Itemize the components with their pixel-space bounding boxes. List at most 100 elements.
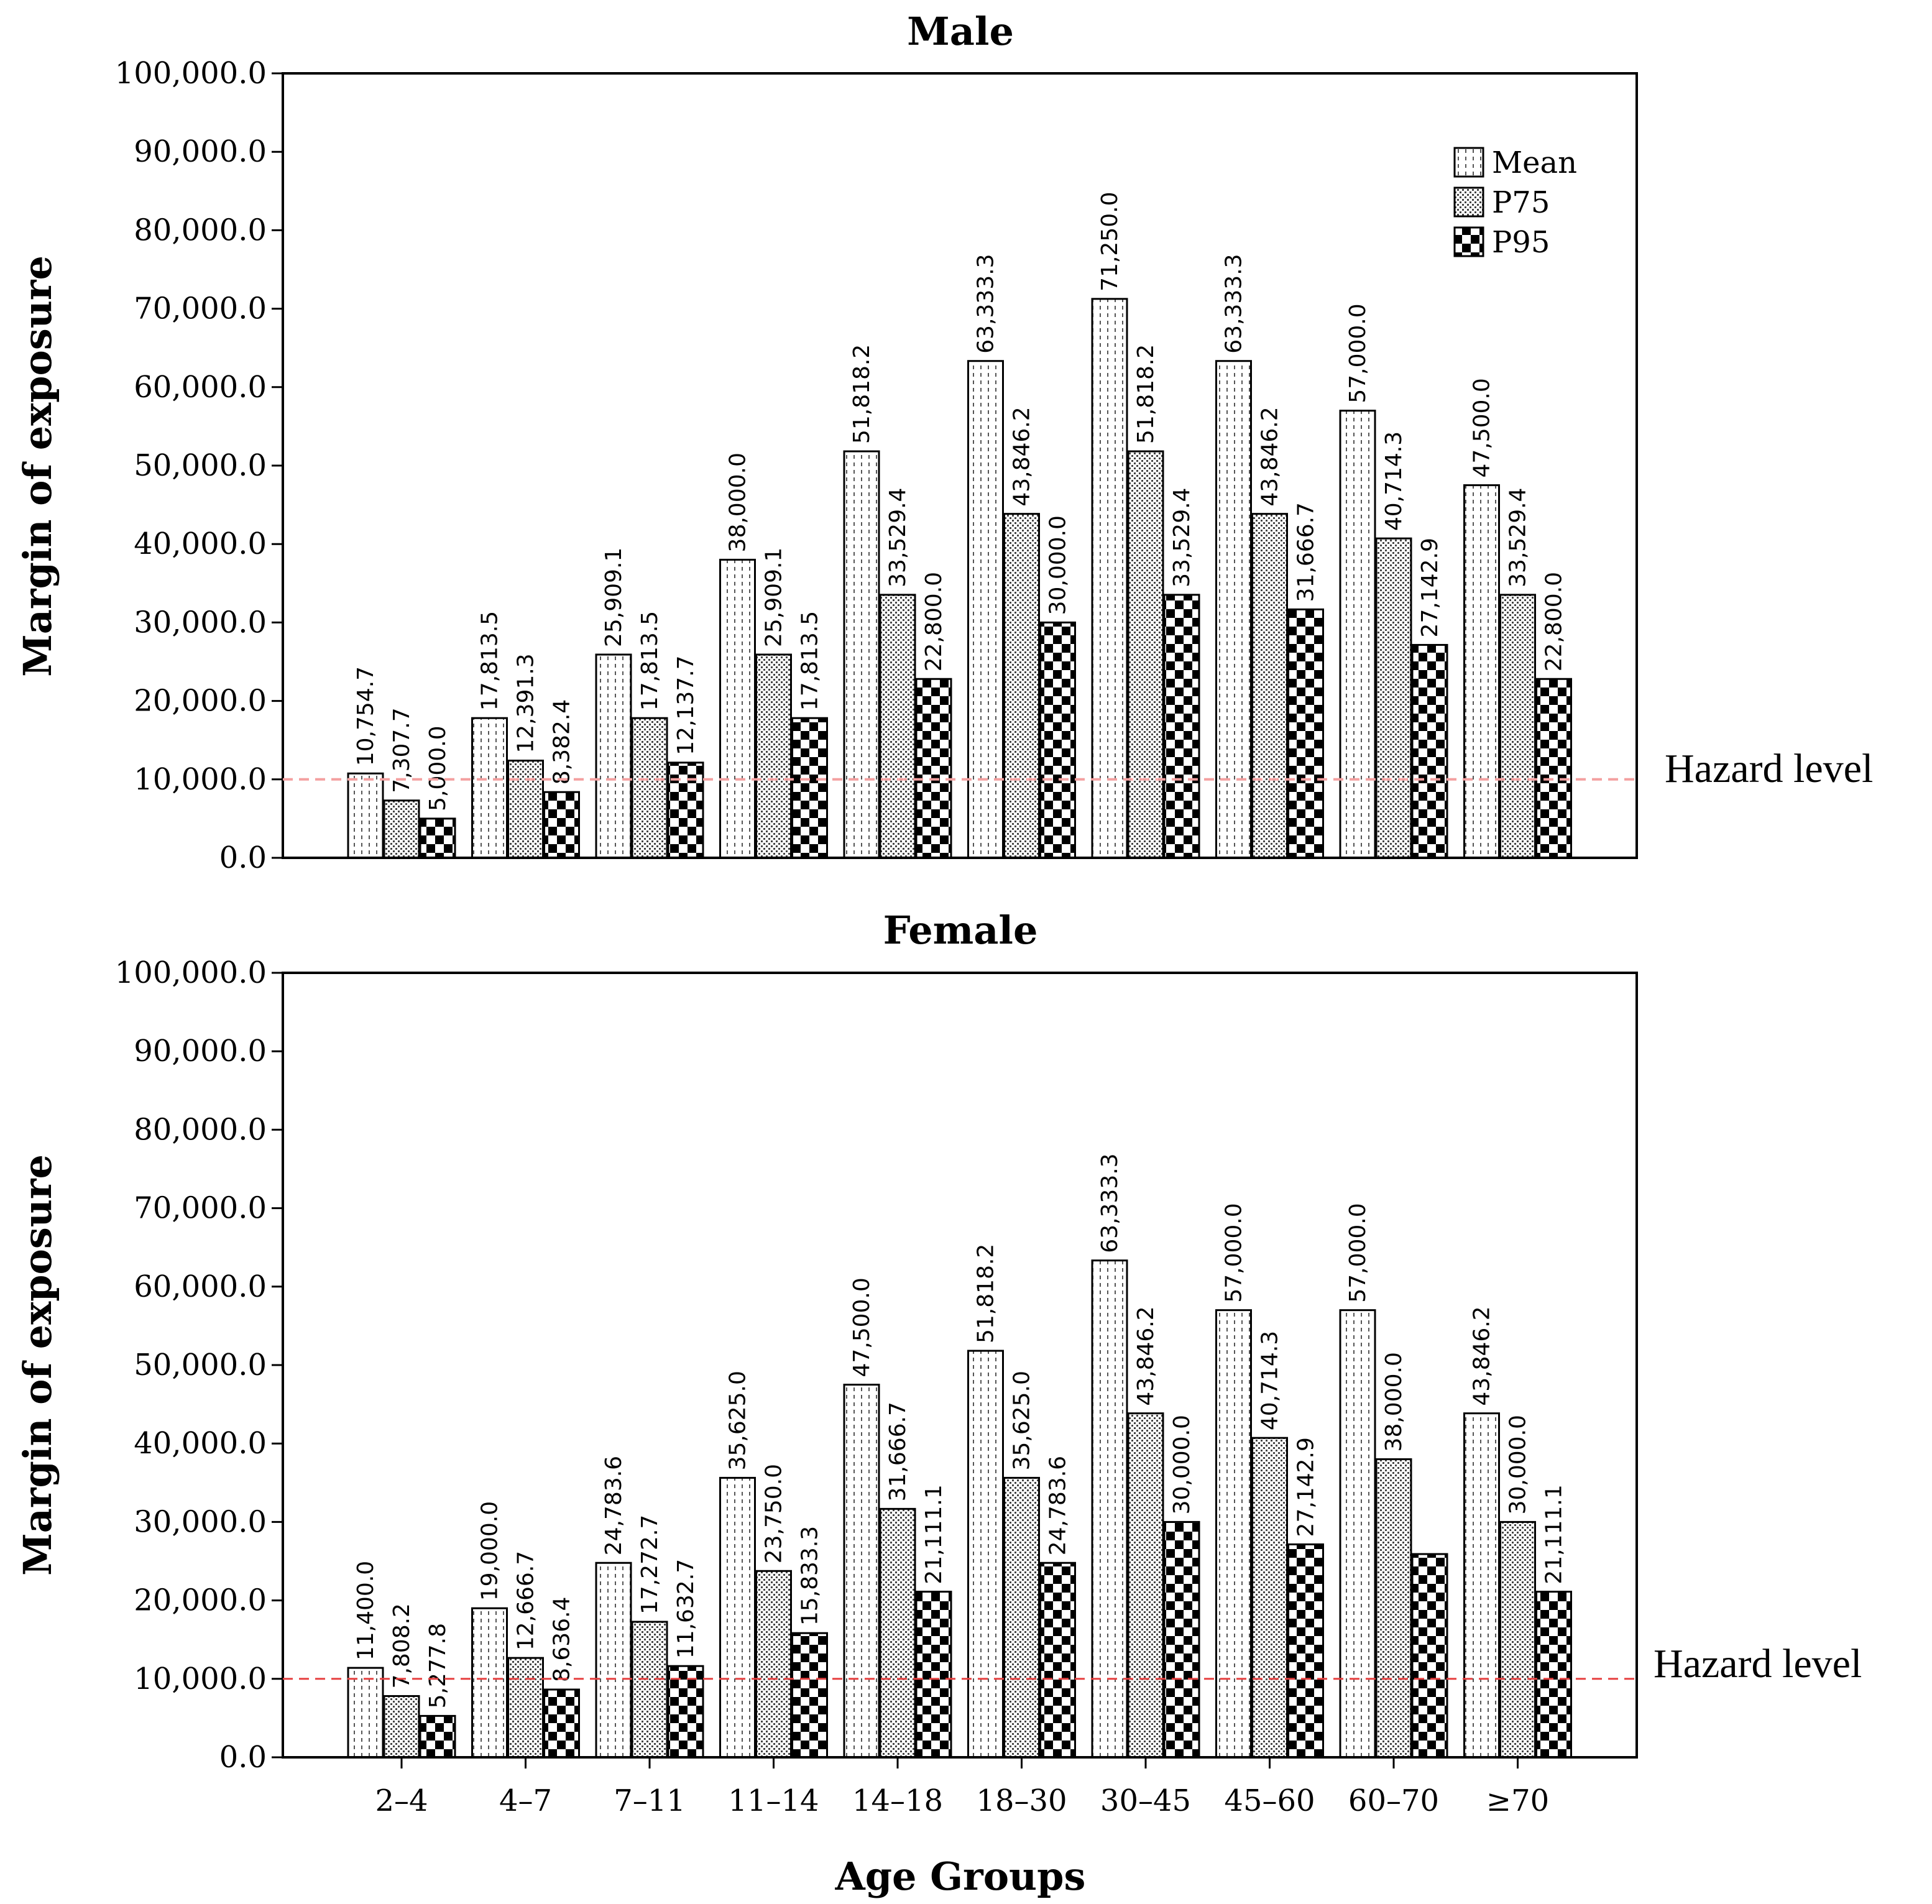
legend-swatch-p95 bbox=[1453, 226, 1484, 257]
bar-value-label: 19,000.0 bbox=[477, 1501, 503, 1601]
chart-title-male: Male bbox=[907, 9, 1014, 54]
bar-p75 bbox=[1499, 594, 1536, 859]
bar-value-label: 51,818.2 bbox=[973, 1244, 999, 1343]
x-axis-label: Age Groups bbox=[835, 1854, 1086, 1899]
bar-value-label: 57,000.0 bbox=[1345, 1203, 1371, 1302]
x-tick-label: ≥70 bbox=[1486, 1783, 1549, 1818]
y-tick-label: 50,000.0 bbox=[134, 1348, 267, 1382]
bar-value-label: 24,783.6 bbox=[1046, 1456, 1071, 1555]
hazard-label-male: Hazard level bbox=[1665, 746, 1873, 791]
bar-p75 bbox=[1251, 1437, 1288, 1759]
bar-value-label: 43,846.2 bbox=[1470, 1306, 1495, 1405]
y-tick-label: 10,000.0 bbox=[134, 1662, 267, 1696]
bar-p95 bbox=[419, 1714, 456, 1759]
y-tick-label: 60,000.0 bbox=[134, 1269, 267, 1304]
bar-p75 bbox=[1375, 537, 1412, 859]
legend-swatch-mean bbox=[1453, 147, 1484, 178]
bar-p75 bbox=[507, 760, 544, 859]
bar-mean bbox=[1091, 298, 1128, 859]
legend-label-p75: P75 bbox=[1492, 185, 1550, 220]
y-tick-label: 40,000.0 bbox=[134, 527, 267, 561]
bar-p75 bbox=[755, 1570, 792, 1759]
y-tick-label: 20,000.0 bbox=[134, 1583, 267, 1618]
bar-p95 bbox=[915, 1591, 952, 1759]
bar-value-label: 47,500.0 bbox=[849, 1277, 875, 1377]
bar-value-label: 51,818.2 bbox=[1133, 344, 1159, 444]
bar-mean bbox=[1215, 1309, 1252, 1759]
bar-value-label: 57,000.0 bbox=[1221, 1203, 1247, 1302]
legend: Mean P75 P95 bbox=[1453, 145, 1577, 260]
y-tick-label: 90,000.0 bbox=[134, 1034, 267, 1069]
bar-value-label: 71,250.0 bbox=[1097, 192, 1123, 292]
hazard-label-female: Hazard level bbox=[1654, 1641, 1862, 1686]
y-tick-label: 30,000.0 bbox=[134, 1504, 267, 1539]
bar-p75 bbox=[631, 717, 668, 859]
y-tick-label: 50,000.0 bbox=[134, 448, 267, 483]
bar-value-label: 12,391.3 bbox=[513, 653, 539, 753]
bar-p75 bbox=[1003, 1476, 1040, 1759]
legend-label-mean: Mean bbox=[1492, 145, 1577, 180]
bar-p95 bbox=[1535, 1591, 1572, 1759]
y-tick-label: 10,000.0 bbox=[134, 762, 267, 797]
bar-mean bbox=[1215, 360, 1252, 859]
bar-p75 bbox=[1499, 1520, 1536, 1759]
bar-value-label: 38,000.0 bbox=[1381, 1352, 1407, 1451]
x-tick-label: 60–70 bbox=[1348, 1783, 1439, 1818]
bar-p75 bbox=[1127, 1412, 1164, 1759]
bar-mean bbox=[595, 653, 632, 859]
y-tick-label: 100,000.0 bbox=[115, 56, 267, 91]
y-tick-label: 40,000.0 bbox=[134, 1426, 267, 1461]
y-tick-label: 80,000.0 bbox=[134, 1112, 267, 1147]
bar-value-label: 17,813.5 bbox=[637, 611, 663, 711]
y-tick-label: 0.0 bbox=[219, 840, 267, 875]
bars-female: 11,400.0 7,808.2 5,277.8 19,000.0 12,666.7 8,… bbox=[347, 1153, 1572, 1759]
bar-value-label: 12,666.7 bbox=[513, 1551, 539, 1650]
bar-mean bbox=[347, 1667, 384, 1759]
bar-value-label: 47,500.0 bbox=[1470, 378, 1495, 477]
bar-value-label: 40,714.3 bbox=[1381, 431, 1407, 531]
x-axis-female: 2–4 4–7 7–11 11–14 14–18 18–30 30–45 45–60 60–70… bbox=[375, 1757, 1549, 1818]
bar-value-label: 7,808.2 bbox=[389, 1603, 415, 1688]
bar-value-label: 57,000.0 bbox=[1345, 303, 1371, 403]
y-tick-label: 30,000.0 bbox=[134, 605, 267, 640]
bar-value-label: 33,529.4 bbox=[885, 488, 911, 587]
bar-p75 bbox=[507, 1657, 544, 1759]
bar-mean bbox=[471, 717, 508, 859]
y-axis-label-male: Margin of exposure bbox=[15, 255, 60, 677]
x-tick-label: 30–45 bbox=[1100, 1783, 1191, 1818]
bar-p75 bbox=[1127, 450, 1164, 859]
plot-frame-female bbox=[282, 972, 1638, 1759]
bar-value-label: 35,625.0 bbox=[725, 1371, 751, 1470]
bar-p75 bbox=[1003, 513, 1040, 859]
bar-value-label: 21,111.1 bbox=[921, 1484, 947, 1584]
bar-value-label: 63,333.3 bbox=[1097, 1153, 1123, 1253]
bar-value-label: 40,714.3 bbox=[1258, 1331, 1283, 1430]
bar-value-label: 8,382.4 bbox=[550, 699, 575, 784]
x-tick-label: 18–30 bbox=[976, 1783, 1067, 1818]
bar-mean bbox=[1339, 1309, 1376, 1759]
y-tick-label: 20,000.0 bbox=[134, 684, 267, 719]
bar-value-label: 21,111.1 bbox=[1542, 1484, 1567, 1584]
bar-p95 bbox=[1411, 643, 1448, 859]
bar-p75 bbox=[1251, 513, 1288, 859]
y-axis-female: 0.0 10,000.0 20,000.0 30,000.0 40,000.0 50,00… bbox=[115, 955, 283, 1775]
bar-mean bbox=[1091, 1259, 1128, 1759]
legend-swatch-p75 bbox=[1453, 186, 1484, 218]
bar-mean bbox=[719, 558, 756, 859]
bar-value-label: 24,783.6 bbox=[601, 1456, 627, 1555]
bar-value-label: 25,909.1 bbox=[761, 548, 787, 647]
bar-value-label: 5,277.8 bbox=[425, 1623, 451, 1708]
bar-value-label: 31,666.7 bbox=[885, 1402, 911, 1501]
bar-p95 bbox=[543, 1688, 580, 1759]
bar-p75 bbox=[755, 653, 792, 859]
y-tick-label: 80,000.0 bbox=[134, 213, 267, 247]
bar-p95 bbox=[1039, 1561, 1076, 1759]
bar-value-label: 43,846.2 bbox=[1258, 407, 1283, 506]
bar-value-label: 63,333.3 bbox=[973, 254, 999, 353]
bar-p95 bbox=[1163, 594, 1200, 859]
bar-value-label: 17,813.5 bbox=[798, 611, 823, 711]
y-tick-label: 0.0 bbox=[219, 1740, 267, 1775]
bar-p95 bbox=[1163, 1520, 1200, 1759]
male-panel: Male Margin of exposure 0.0 10,000.0 20,00… bbox=[15, 9, 1873, 875]
y-tick-label: 60,000.0 bbox=[134, 370, 267, 405]
